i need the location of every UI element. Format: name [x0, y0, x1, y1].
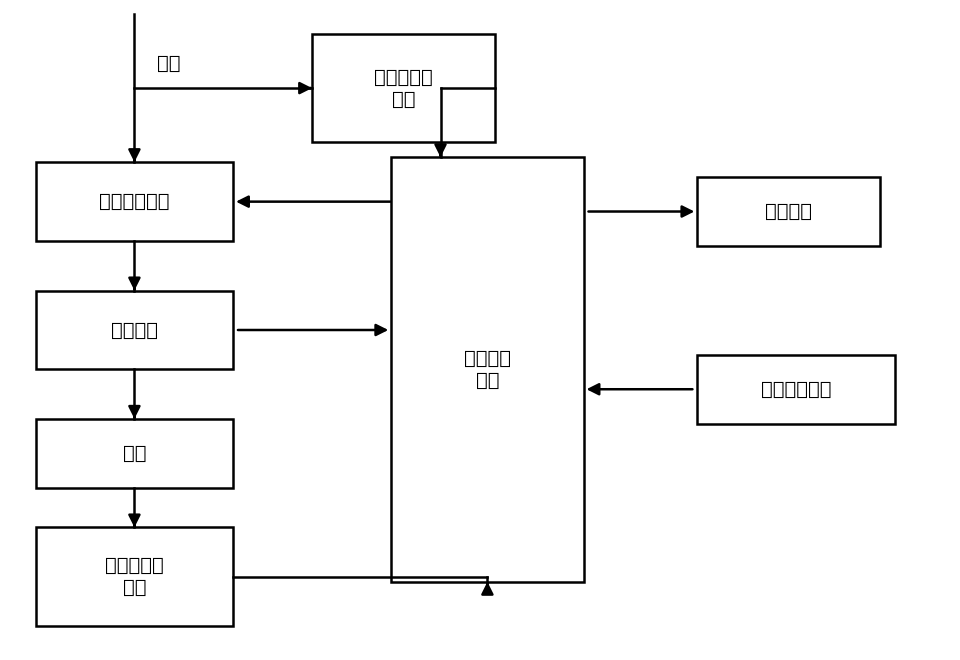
Bar	[36, 419, 233, 488]
Text: 显示模块: 显示模块	[765, 202, 812, 221]
Bar	[312, 34, 494, 143]
Bar	[36, 290, 233, 370]
Text: 电流传感器
模块: 电流传感器 模块	[105, 556, 164, 597]
Text: 键盘输入模块: 键盘输入模块	[760, 379, 831, 399]
Text: 机械开关: 机械开关	[111, 321, 157, 339]
Bar	[36, 162, 233, 241]
Bar	[391, 157, 584, 581]
Text: 电压传感器
模块: 电压传感器 模块	[374, 67, 433, 109]
Bar	[697, 354, 895, 424]
Text: 功率控制模块: 功率控制模块	[99, 192, 170, 211]
Text: 电机: 电机	[123, 444, 146, 463]
Bar	[36, 527, 233, 626]
Bar	[697, 177, 880, 246]
Text: 微处理器
模块: 微处理器 模块	[464, 349, 511, 390]
Text: 电源: 电源	[157, 54, 180, 73]
